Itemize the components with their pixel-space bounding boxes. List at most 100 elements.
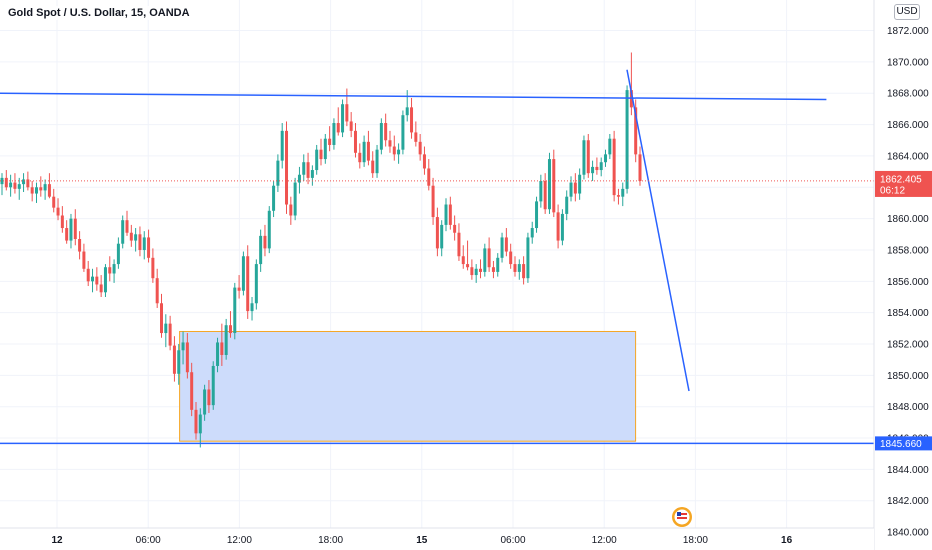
price-tick-label: 1840.000 [887,528,929,539]
candle-body [582,140,586,175]
time-tick-label: 12:00 [592,535,617,546]
drawing-lines [0,69,874,445]
candle-body [60,215,64,229]
candle-body [599,162,603,171]
candle-body [487,248,491,268]
candle-body [17,184,21,189]
time-tick-label: 16 [781,535,793,546]
candle-body [112,264,116,274]
candle-body [302,162,306,175]
currency-badge[interactable]: USD [894,4,920,20]
candle-body [259,235,263,265]
candle-body [69,218,73,241]
candle-body [220,342,224,355]
candle-body [569,182,573,197]
candle-body [228,325,232,334]
price-tick-label: 1858.000 [887,245,929,256]
candle-body [65,228,69,241]
candle-body [634,107,638,155]
candle-body [336,123,340,133]
price-tick-label: 1844.000 [887,465,929,476]
candle-body [328,138,332,145]
candle-body [289,204,293,216]
chart-title: Gold Spot / U.S. Dollar, 15, OANDA [6,6,192,20]
time-tick-label: 15 [416,535,428,546]
time-tick-label: 12:00 [227,535,252,546]
support-price-label-background [875,436,932,451]
economic-event-flag-icon[interactable] [672,507,692,527]
candle-body [401,115,405,150]
candle-body [224,325,228,355]
candle-body [129,232,133,241]
candle-body [638,154,642,182]
candle-body [34,187,38,194]
candle-body [30,187,34,194]
candle-body [556,212,560,241]
candle-body [185,342,189,373]
time-tick-label: 18:00 [683,535,708,546]
price-tick-label: 1864.000 [887,151,929,162]
candle-body [134,234,138,241]
candle-body [388,140,392,147]
candle-body [207,389,211,406]
price-tick-label: 1860.000 [887,214,929,225]
candle-body [151,257,155,279]
resistance-trendline [0,92,827,101]
candle-body [371,160,375,174]
candle-body [190,372,194,410]
candle-body [444,204,448,225]
candle-body [565,196,569,214]
candle-body [405,107,409,116]
price-axis-background[interactable] [874,0,932,550]
candle-body [198,414,202,434]
candle-body [539,181,543,202]
candle-body [543,181,547,210]
candle-body [293,182,297,216]
candle-body [547,159,551,210]
candle-body [422,154,426,169]
candle-body [384,123,388,141]
candle-body [250,303,254,312]
candle-body [125,220,129,233]
candle-body [591,166,595,174]
candle-body [13,182,17,189]
price-tick-label: 1866.000 [887,120,929,131]
candle-body [263,235,267,249]
price-tick-label: 1872.000 [887,26,929,37]
candle-body [509,251,513,265]
candle-body [414,132,418,142]
candle-body [560,213,564,241]
current-price-label: 1862.405 [880,174,922,185]
candle-body [466,264,470,268]
candle-body [457,232,461,257]
demand-zone-layer [179,330,637,442]
candle-body [474,268,478,276]
candle-body [332,123,336,145]
candle-body [604,154,608,163]
candle-body [82,251,86,269]
candle-body [552,159,556,213]
candle-body [353,130,357,153]
price-tick-label: 1842.000 [887,496,929,507]
candle-body [280,130,284,161]
candle-body [483,248,487,272]
candle-body [496,257,500,272]
candle-countdown-label: 06:12 [880,185,905,196]
candle-body [138,234,142,250]
candle-body [297,174,301,183]
time-axis-background[interactable] [0,528,874,550]
candle-body [500,237,504,258]
candle-body [108,267,112,274]
candle-body [513,264,517,272]
candle-body [177,350,181,374]
candle-body [358,152,362,163]
candle-body [397,149,401,155]
candle-body [621,188,625,197]
candle-body [246,256,250,312]
candle-body [121,220,125,244]
candle-body [103,267,107,293]
candle-body [26,179,30,188]
candle-body [0,177,4,185]
